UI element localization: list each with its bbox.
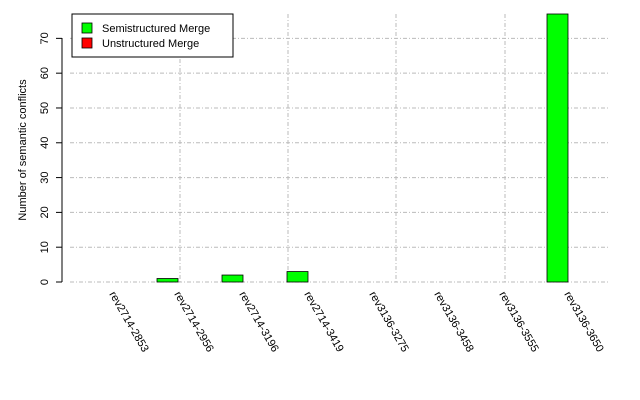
bar bbox=[546, 13, 569, 283]
bar bbox=[221, 274, 244, 283]
legend-label: Unstructured Merge bbox=[102, 38, 199, 50]
x-tick-label: rev3136-3650 bbox=[561, 290, 605, 355]
bar bbox=[156, 278, 179, 283]
x-tick-label: rev2714-2956 bbox=[171, 290, 215, 355]
y-tick-label: 30 bbox=[39, 171, 51, 183]
y-tick-label: 60 bbox=[39, 67, 51, 79]
legend-swatch bbox=[81, 37, 93, 49]
legend-swatch bbox=[81, 22, 93, 34]
legend-label: Semistructured Merge bbox=[102, 23, 210, 35]
y-tick-label: 20 bbox=[39, 206, 51, 218]
y-tick-label: 0 bbox=[39, 279, 51, 285]
x-tick-label: rev3136-3275 bbox=[366, 290, 410, 355]
y-tick-label: 40 bbox=[39, 137, 51, 149]
bar bbox=[286, 271, 309, 283]
y-tick-label: 10 bbox=[39, 241, 51, 253]
x-tick-label: rev2714-3196 bbox=[236, 290, 280, 355]
legend-box bbox=[71, 13, 234, 58]
x-tick-label: rev3136-3555 bbox=[496, 290, 540, 355]
y-axis-label: Number of semantic conflicts bbox=[17, 79, 29, 221]
y-tick-label: 50 bbox=[39, 102, 51, 114]
x-tick-label: rev2714-2853 bbox=[106, 290, 150, 355]
x-tick-label: rev3136-3458 bbox=[431, 290, 475, 355]
y-tick-label: 70 bbox=[39, 32, 51, 44]
x-tick-label: rev2714-3419 bbox=[301, 290, 345, 355]
